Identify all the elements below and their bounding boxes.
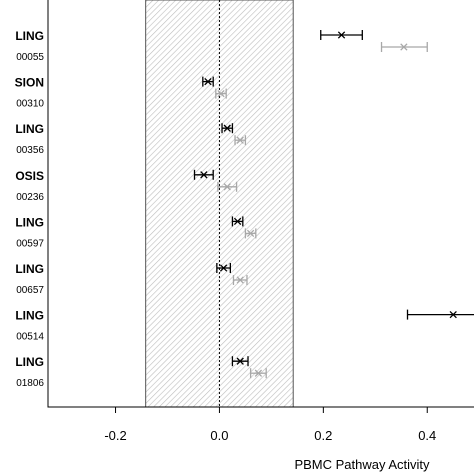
estimate-b bbox=[249, 368, 267, 379]
point-marker bbox=[233, 217, 242, 226]
point-marker bbox=[400, 43, 408, 51]
estimate-b bbox=[217, 181, 238, 192]
point-marker bbox=[449, 310, 457, 319]
point-marker bbox=[219, 264, 228, 272]
row-label: LING bbox=[15, 262, 44, 276]
point-marker bbox=[246, 229, 255, 238]
estimate-a bbox=[202, 76, 214, 87]
row-code: 01806 bbox=[16, 378, 44, 389]
estimate-a bbox=[406, 309, 474, 320]
point-marker bbox=[236, 276, 244, 284]
estimate-b bbox=[234, 135, 247, 146]
estimate-b bbox=[215, 88, 227, 99]
estimate-b bbox=[244, 228, 257, 239]
row-code: 00597 bbox=[16, 238, 44, 249]
estimate-a bbox=[231, 356, 249, 367]
row-code: 00356 bbox=[16, 145, 44, 156]
point-marker bbox=[217, 89, 225, 98]
point-marker bbox=[223, 183, 231, 191]
row-label: OSIS bbox=[15, 169, 44, 183]
estimate-b bbox=[380, 42, 428, 52]
estimate-a bbox=[193, 169, 214, 180]
row-label: LING bbox=[15, 355, 44, 369]
point-marker bbox=[200, 171, 208, 179]
x-tick-label: 0.0 bbox=[210, 428, 228, 443]
x-tick-label: -0.2 bbox=[104, 428, 126, 443]
row-label: SION bbox=[15, 76, 44, 90]
estimate-b bbox=[232, 275, 248, 285]
row-label: LING bbox=[15, 309, 44, 323]
x-tick-label: 0.4 bbox=[418, 428, 436, 443]
row-code: 00055 bbox=[16, 52, 44, 63]
row-code: 00310 bbox=[16, 99, 44, 110]
x-tick-label: 0.2 bbox=[314, 428, 332, 443]
row-label: LING bbox=[15, 122, 44, 136]
null-interval-shading bbox=[145, 0, 294, 408]
row-code: 00657 bbox=[16, 285, 44, 296]
row-label: LING bbox=[15, 215, 44, 229]
estimate-a bbox=[320, 30, 363, 40]
estimate-a bbox=[216, 263, 231, 273]
point-marker bbox=[204, 77, 212, 86]
point-marker bbox=[223, 124, 231, 132]
point-marker bbox=[236, 357, 244, 365]
row-code: 00514 bbox=[16, 332, 44, 343]
x-axis-label: PBMC Pathway Activity bbox=[294, 457, 430, 472]
estimate-a bbox=[231, 216, 244, 227]
estimate-a bbox=[221, 123, 234, 134]
row-label: LING bbox=[15, 29, 44, 43]
point-marker bbox=[254, 369, 263, 377]
point-marker bbox=[337, 31, 346, 39]
plot-frame bbox=[47, 0, 474, 408]
point-marker bbox=[236, 136, 244, 144]
row-code: 00236 bbox=[16, 192, 44, 203]
